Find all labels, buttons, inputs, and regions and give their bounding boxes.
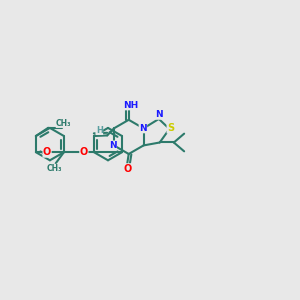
Text: CH₃: CH₃ [46, 164, 62, 173]
Text: CH₃: CH₃ [56, 118, 72, 127]
Text: H: H [96, 126, 103, 135]
Text: S: S [167, 123, 174, 133]
Text: NH: NH [124, 101, 139, 110]
Text: O: O [43, 147, 51, 157]
Text: N: N [156, 110, 163, 119]
Text: O: O [80, 147, 88, 157]
Text: O: O [123, 164, 131, 174]
Text: N: N [109, 141, 117, 150]
Text: N: N [139, 124, 147, 133]
